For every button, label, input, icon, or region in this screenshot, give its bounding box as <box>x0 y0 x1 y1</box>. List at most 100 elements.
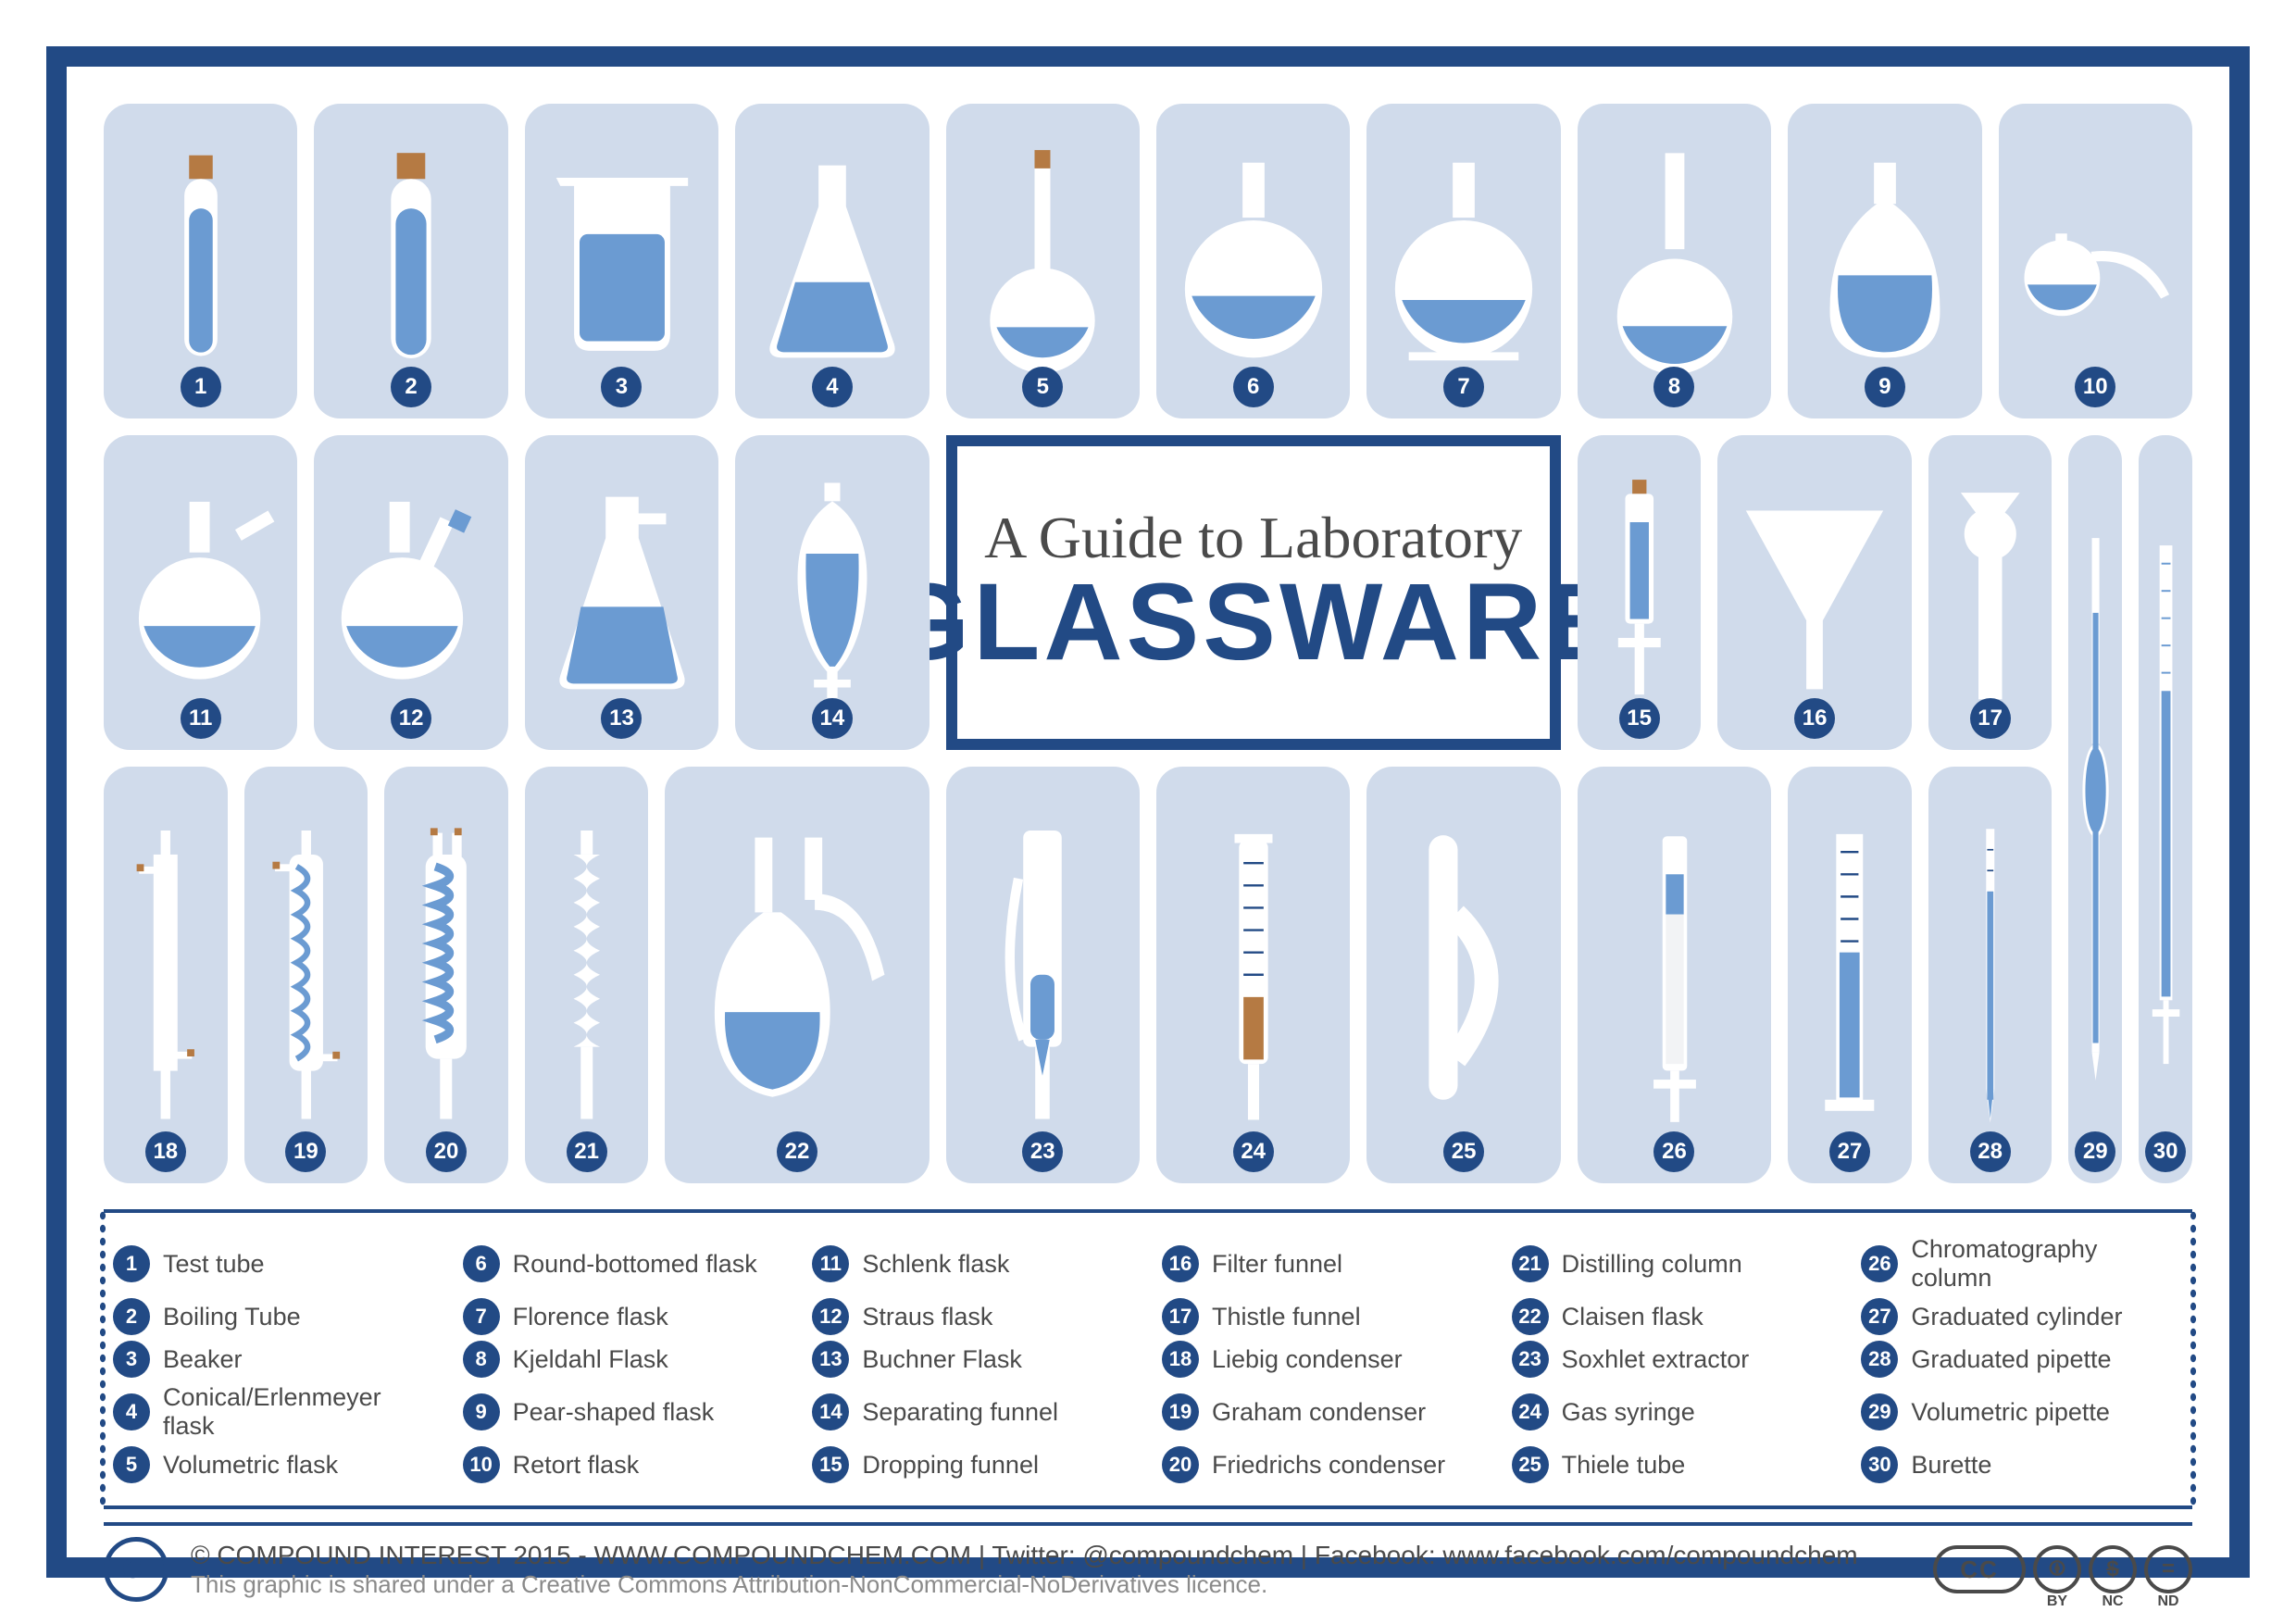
legend-badge: 1 <box>113 1245 150 1282</box>
legend-item: 24 Gas syringe <box>1512 1383 1834 1441</box>
legend-item: 29Volumetric pipette <box>1861 1383 2183 1441</box>
legend-label: Liebig condenser <box>1212 1345 1403 1374</box>
legend-label: Pear-shaped flask <box>513 1398 715 1427</box>
legend-item: 3 Beaker <box>113 1341 435 1378</box>
badge: 9 <box>1865 367 1905 407</box>
legend-badge: 20 <box>1162 1446 1199 1483</box>
legend-label: Thistle funnel <box>1212 1303 1361 1331</box>
legend-badge: 21 <box>1512 1245 1549 1282</box>
badge: 14 <box>812 698 853 739</box>
panel-burette: 30 <box>2139 435 2192 1183</box>
legend-label: Distilling column <box>1562 1250 1742 1279</box>
legend-item: 6Round-bottomed flask <box>463 1235 785 1293</box>
legend-item: 2Boiling Tube <box>113 1298 435 1335</box>
badge: 27 <box>1829 1131 1870 1172</box>
poster-frame: 1 2 3 4 5 6 7 8 <box>46 46 2250 1578</box>
legend-badge: 30 <box>1861 1446 1898 1483</box>
panel-pear-shaped-flask: 9 <box>1788 104 1981 418</box>
cc-pill-icon: CC <box>1933 1545 2026 1593</box>
legend-label: Filter funnel <box>1212 1250 1342 1279</box>
legend-label: Buchner Flask <box>862 1345 1022 1374</box>
legend-badge: 14 <box>812 1393 849 1430</box>
panel-graduated-pipette: 28 <box>1928 767 2053 1183</box>
panel-soxhlet-extractor: 23 <box>946 767 1140 1183</box>
legend-label: Friedrichs condenser <box>1212 1451 1445 1480</box>
badge: 24 <box>1233 1131 1274 1172</box>
legend-badge: 12 <box>812 1298 849 1335</box>
legend-label: Florence flask <box>513 1303 668 1331</box>
ci-logo-icon: Ci <box>104 1537 168 1602</box>
badge: 18 <box>145 1131 186 1172</box>
legend-item: 27Graduated cylinder <box>1861 1298 2183 1335</box>
legend-item: 30 Burette <box>1861 1446 2183 1483</box>
badge: 1 <box>181 367 221 407</box>
legend-badge: 9 <box>463 1393 500 1430</box>
panel-chromatography-column: 26 <box>1578 767 1771 1183</box>
panel-beaker: 3 <box>525 104 718 418</box>
panel-graham-condenser: 19 <box>244 767 368 1183</box>
badge: 6 <box>1233 367 1274 407</box>
footer-line2: This graphic is shared under a Creative … <box>191 1570 1911 1599</box>
panel-boiling-tube: 2 <box>314 104 507 418</box>
legend-badge: 6 <box>463 1245 500 1282</box>
badge: 13 <box>601 698 642 739</box>
cc-nc-icon: $NC <box>2089 1545 2137 1593</box>
legend-label: Claisen flask <box>1562 1303 1703 1331</box>
panel-separating-funnel: 14 <box>735 435 929 750</box>
legend-item: 11Schlenk flask <box>812 1235 1134 1293</box>
badge: 25 <box>1443 1131 1484 1172</box>
legend-badge: 16 <box>1162 1245 1199 1282</box>
badge: 2 <box>391 367 431 407</box>
legend-label: Schlenk flask <box>862 1250 1009 1279</box>
legend-label: Boiling Tube <box>163 1303 301 1331</box>
panel-claisen-flask: 22 <box>665 767 929 1183</box>
legend-item: 14 Separating funnel <box>812 1383 1134 1441</box>
panel-straus-flask: 12 <box>314 435 507 750</box>
legend-item: 1 Test tube <box>113 1235 435 1293</box>
legend-badge: 3 <box>113 1341 150 1378</box>
legend-label: Dropping funnel <box>862 1451 1039 1480</box>
panel-thiele-tube: 25 <box>1366 767 1560 1183</box>
panel-florence-flask: 7 <box>1366 104 1560 418</box>
legend-badge: 24 <box>1512 1393 1549 1430</box>
legend-badge: 17 <box>1162 1298 1199 1335</box>
badge: 21 <box>567 1131 607 1172</box>
panel-volumetric-flask: 5 <box>946 104 1140 418</box>
title-subtitle: A Guide to Laboratory <box>984 508 1522 568</box>
legend-badge: 23 <box>1512 1341 1549 1378</box>
badge: 16 <box>1794 698 1835 739</box>
legend-label: Gas syringe <box>1562 1398 1695 1427</box>
legend-item: 4Conical/Erlenmeyer flask <box>113 1383 435 1441</box>
legend-badge: 8 <box>463 1341 500 1378</box>
cc-icons: CC 🅯BY $NC =ND <box>1933 1545 2192 1593</box>
legend-badge: 25 <box>1512 1446 1549 1483</box>
legend-item: 23 Soxhlet extractor <box>1512 1341 1834 1378</box>
panel-liebig-condenser: 18 <box>104 767 228 1183</box>
legend-label: Volumetric pipette <box>1911 1398 2110 1427</box>
badge: 19 <box>285 1131 326 1172</box>
panel-round-bottomed-flask: 6 <box>1156 104 1350 418</box>
legend-badge: 7 <box>463 1298 500 1335</box>
panel-dropping-funnel: 15 <box>1578 435 1702 750</box>
legend-item: 7 Florence flask <box>463 1298 785 1335</box>
badge: 10 <box>2075 367 2115 407</box>
legend-label: Soxhlet extractor <box>1562 1345 1750 1374</box>
title-card: A Guide to Laboratory GLASSWARE <box>946 435 1561 750</box>
badge: 5 <box>1022 367 1063 407</box>
legend-label: Separating funnel <box>862 1398 1058 1427</box>
legend-grid: 1 Test tube 6Round-bottomed flask 11Schlenk… <box>113 1235 2183 1483</box>
panel-volumetric-pipette: 29 <box>2068 435 2122 1183</box>
badge: 15 <box>1619 698 1660 739</box>
panel-graduated-cylinder: 27 <box>1788 767 1912 1183</box>
panel-schlenk-flask: 11 <box>104 435 297 750</box>
legend-item: 20 Friedrichs condenser <box>1162 1446 1484 1483</box>
legend-item: 28Graduated pipette <box>1861 1341 2183 1378</box>
legend-label: Test tube <box>163 1250 265 1279</box>
legend-item: 19Graham condenser <box>1162 1383 1484 1441</box>
legend-item: 21 Distilling column <box>1512 1235 1834 1293</box>
legend-label: Thiele tube <box>1562 1451 1686 1480</box>
badge: 26 <box>1653 1131 1694 1172</box>
legend-label: Burette <box>1911 1451 1991 1480</box>
legend-label: Graduated cylinder <box>1911 1303 2122 1331</box>
legend-label: Beaker <box>163 1345 243 1374</box>
